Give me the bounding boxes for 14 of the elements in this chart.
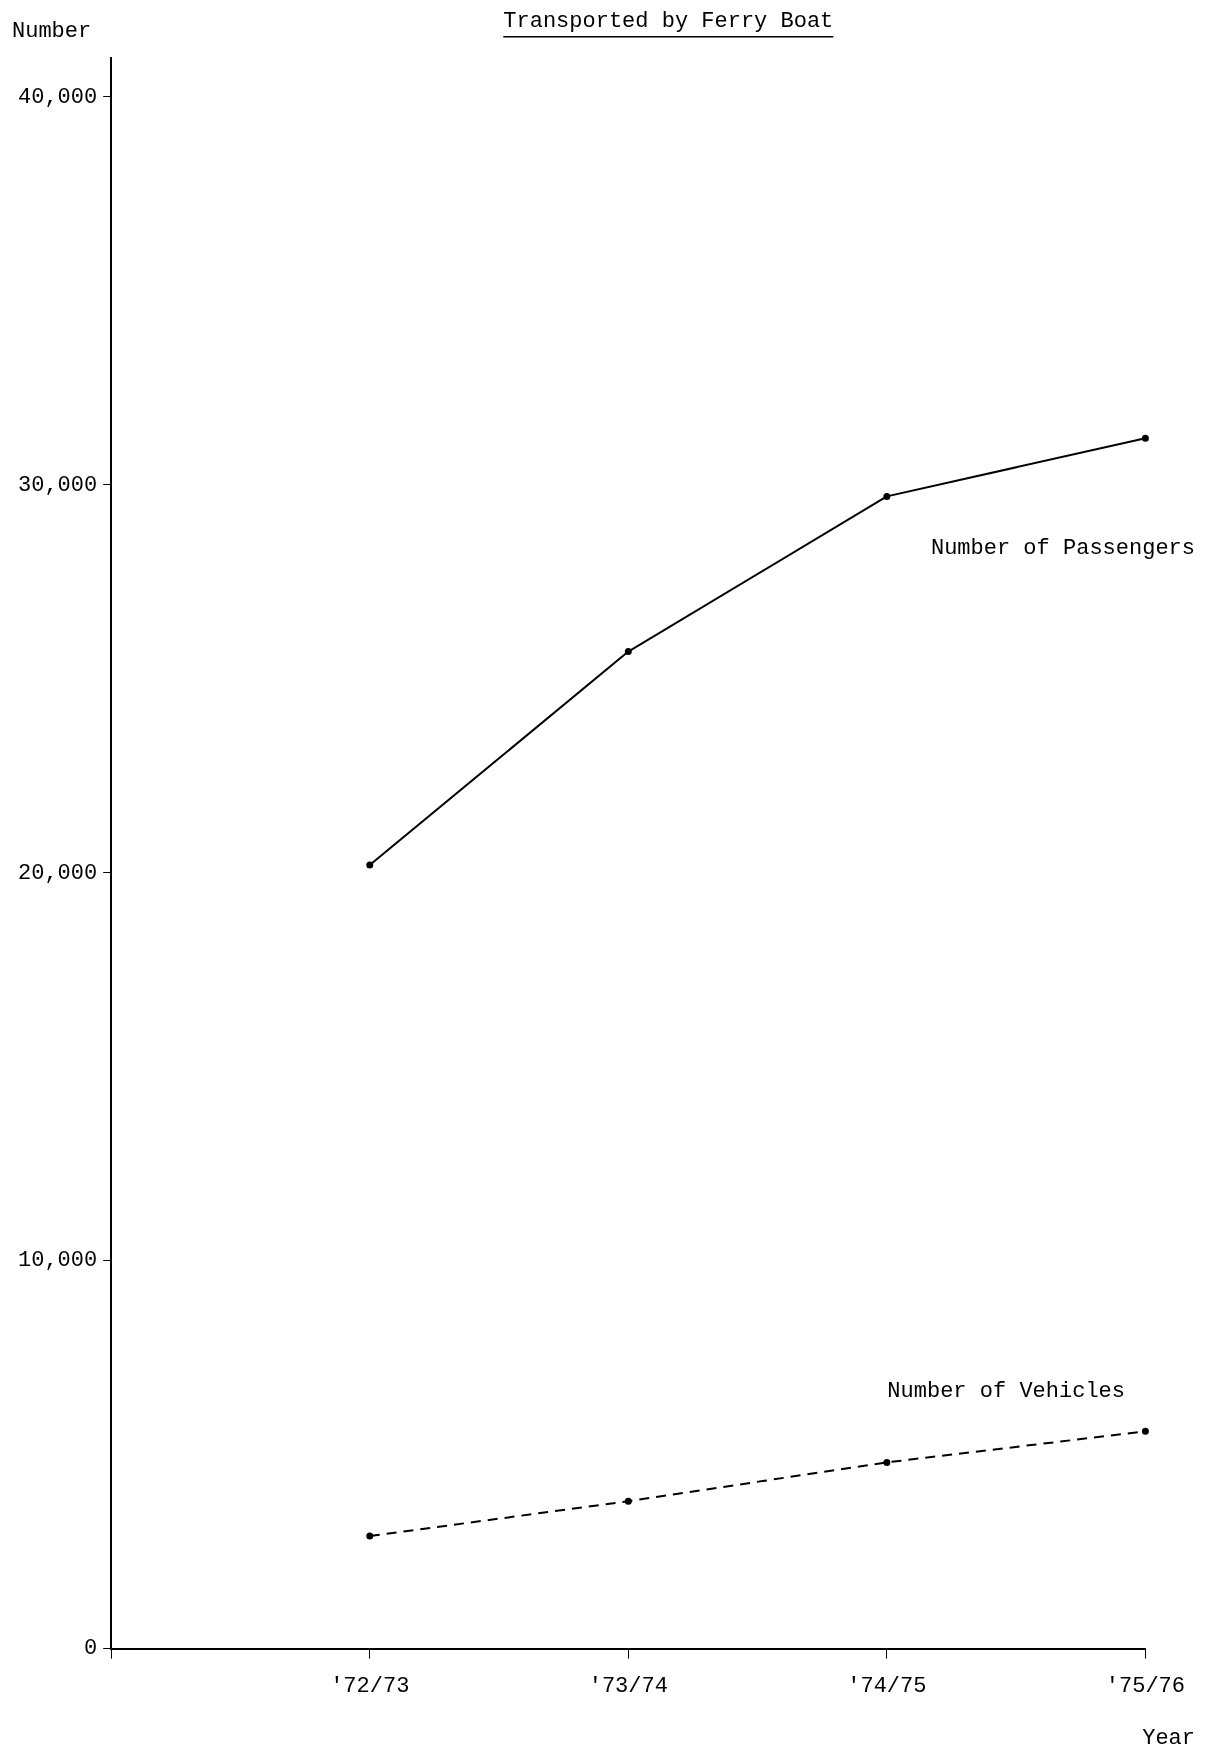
y-tick-label: 40,000 — [17, 84, 98, 110]
x-tick-label: '72/73 — [330, 1673, 410, 1699]
series-label: Number of Vehicles — [887, 1379, 1125, 1405]
y-tick-label: 0 — [84, 1636, 98, 1662]
chart-title: Transported by Ferry Boat — [503, 8, 834, 34]
text: Number of Passengers — [930, 536, 1195, 562]
y-tick-label: 10,000 — [17, 1248, 98, 1274]
y-tick-label: 30,000 — [17, 472, 98, 498]
x-tick-label: '73/74 — [588, 1673, 668, 1699]
x-axis-title: Year — [1142, 1725, 1195, 1751]
y-tick-label: 20,000 — [17, 860, 98, 886]
x-tick-label: '74/75 — [847, 1673, 927, 1699]
x-tick-label: '75/76 — [1105, 1673, 1185, 1699]
y-axis-title: Number — [12, 18, 92, 44]
